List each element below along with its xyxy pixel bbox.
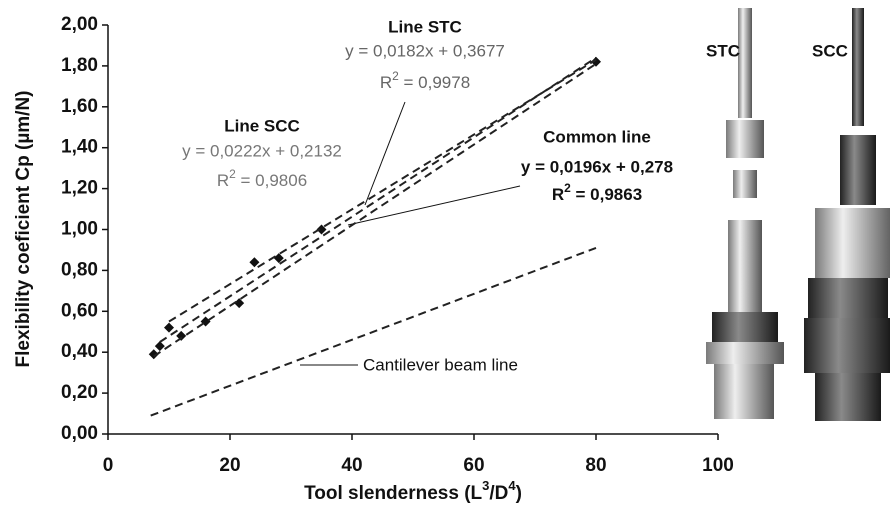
x-axis-title: Tool slenderness (L3/D4) — [304, 478, 522, 504]
x-tick-label: 0 — [103, 455, 114, 476]
y-tick-label: 0,40 — [61, 341, 98, 362]
data-point — [176, 330, 187, 341]
image-label: SCC — [812, 41, 848, 60]
data-point — [316, 224, 327, 235]
r2-sup: 2 — [392, 69, 399, 83]
data-point — [154, 341, 165, 352]
x-tick-label: 20 — [219, 455, 240, 476]
annotation-title: Common line — [543, 127, 651, 146]
r2-sup: 2 — [229, 167, 236, 181]
x-title-part: /D — [489, 483, 508, 504]
y-axis-title: Flexibility coeficient Cp (µm/N) — [13, 91, 34, 368]
annotation-r2: R2 = 0,9978 — [380, 69, 470, 92]
x-tick-label: 40 — [341, 455, 362, 476]
x-title-sup: 4 — [508, 478, 516, 493]
annotation-r2: R2 = 0,9806 — [217, 167, 307, 190]
annotation-equation: y = 0,0196x + 0,278 — [521, 157, 673, 176]
data-point — [234, 298, 245, 309]
r2-symbol: R — [217, 171, 229, 190]
r2-value: = 0,9806 — [236, 171, 307, 190]
leader-lines — [300, 101, 521, 366]
r2-symbol: R — [552, 185, 564, 204]
cantilever-label: Cantilever beam line — [363, 355, 518, 374]
data-point — [164, 322, 174, 333]
annotation-title: Line SCC — [224, 116, 300, 135]
y-tick-label: 0,00 — [61, 423, 98, 444]
y-tick-label: 1,60 — [61, 96, 98, 117]
annotation-equation: y = 0,0182x + 0,3677 — [345, 41, 505, 60]
y-tick-label: 1,00 — [61, 219, 98, 240]
data-point — [273, 253, 284, 264]
r2-value: = 0,9863 — [571, 185, 642, 204]
fit-line — [150, 246, 597, 417]
annotation-equation: y = 0,0222x + 0,2132 — [182, 141, 342, 160]
annotation-title: Line STC — [388, 17, 462, 36]
r2-value: = 0,9978 — [399, 73, 470, 92]
y-tick-label: 0,80 — [61, 259, 98, 280]
data-point — [249, 257, 260, 268]
r2-sup: 2 — [564, 181, 571, 195]
y-tick-label: 0,20 — [61, 382, 98, 403]
y-tick-label: 0,60 — [61, 300, 98, 321]
x-tick-label: 100 — [702, 455, 734, 476]
annotation-r2: R2 = 0,9863 — [552, 181, 642, 204]
x-tick-label: 60 — [463, 455, 484, 476]
x-title-part: Tool slenderness (L — [304, 483, 482, 504]
fit-line — [153, 63, 597, 358]
x-tick-label: 80 — [585, 455, 606, 476]
y-tick-label: 1,20 — [61, 178, 98, 199]
y-tick-label: 1,40 — [61, 137, 98, 158]
y-tick-label: 2,00 — [61, 14, 98, 35]
tool-photo — [706, 8, 890, 421]
data-point — [148, 349, 159, 360]
r2-symbol: R — [380, 73, 392, 92]
y-tick-label: 1,80 — [61, 55, 98, 76]
fit-line — [159, 56, 597, 343]
x-title-sup: 3 — [482, 478, 489, 493]
image-label: STC — [706, 41, 740, 60]
x-title-part: ) — [516, 483, 522, 504]
